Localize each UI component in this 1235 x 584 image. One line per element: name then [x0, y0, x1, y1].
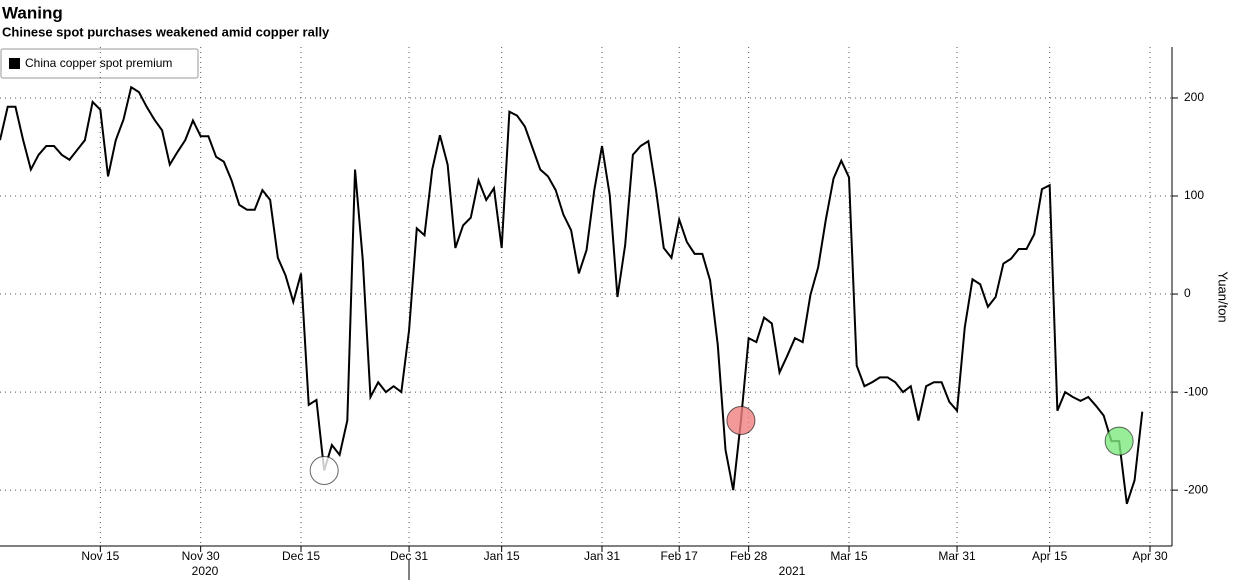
line	[0, 85, 1144, 505]
x-tick-label: Jan 31	[584, 549, 620, 563]
x-tick-label: Feb 17	[661, 549, 699, 563]
x-tick-label: Nov 15	[81, 549, 119, 563]
x-tick-label: Feb 28	[730, 549, 768, 563]
x-tick-label: Dec 15	[282, 549, 320, 563]
x-tick-label: Jan 15	[484, 549, 520, 563]
y-tick-label: 100	[1184, 188, 1204, 202]
y-tick-label: -100	[1184, 384, 1208, 398]
x-tick-label: Mar 15	[830, 549, 868, 563]
legend	[0, 48, 199, 79]
x-tick-label: Apr 30	[1132, 549, 1168, 563]
highlight-marker	[309, 456, 339, 486]
legend-label: China copper spot premium	[25, 56, 172, 70]
x-tick-label: Nov 30	[182, 549, 220, 563]
x-tick-label: Mar 31	[938, 549, 976, 563]
y-axis-label: Yuan/ton	[1216, 271, 1231, 322]
y-tick-label: 200	[1184, 90, 1204, 104]
y-tick-label: -200	[1184, 482, 1208, 496]
y-tick-label: 0	[1184, 286, 1191, 300]
x-tick-label: Apr 15	[1032, 549, 1068, 563]
year-label: 2021	[779, 564, 806, 578]
x-tick-label: Dec 31	[390, 549, 428, 563]
legend-swatch	[9, 58, 20, 69]
chart-title: Waning	[2, 3, 63, 22]
chart-subtitle: Chinese spot purchases weakened amid cop…	[2, 24, 330, 39]
highlight-marker	[726, 406, 756, 436]
highlight-marker	[1104, 426, 1134, 456]
year-label: 2020	[192, 564, 219, 578]
